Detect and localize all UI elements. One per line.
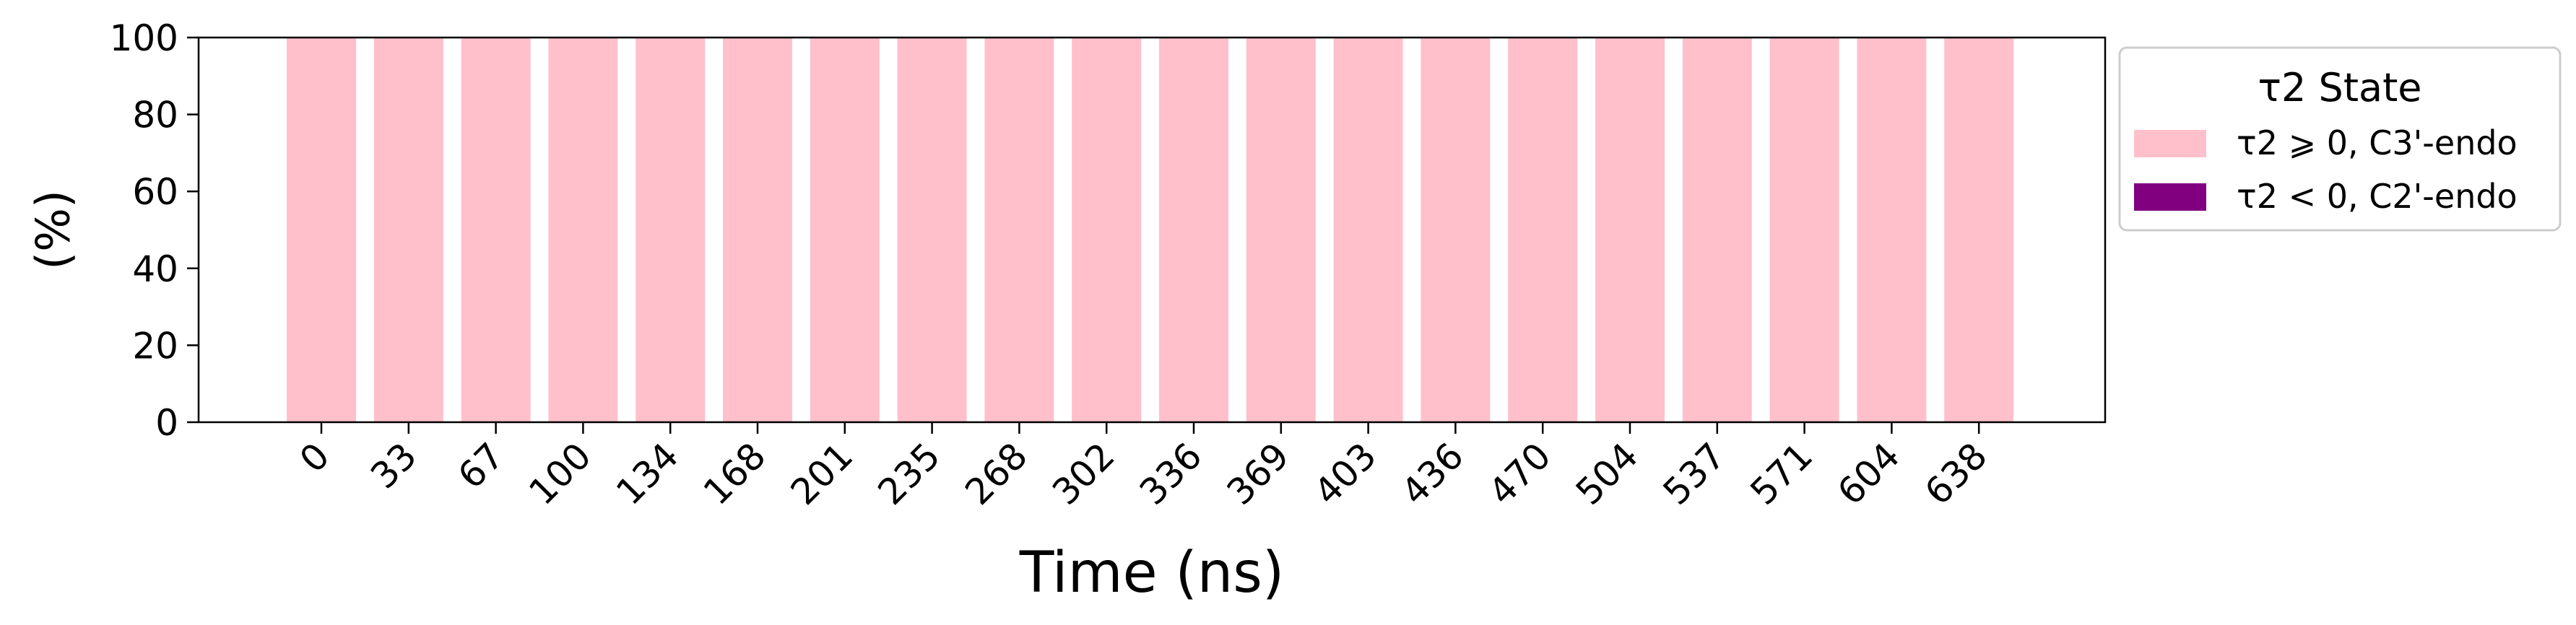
bar-c3-endo-369 xyxy=(1246,38,1316,422)
legend-swatch-c3-endo xyxy=(2134,130,2206,157)
y-tick-label: 100 xyxy=(110,17,178,59)
legend-title: τ2 State xyxy=(2258,65,2422,110)
bar-c3-endo-436 xyxy=(1421,38,1491,422)
y-tick-label: 20 xyxy=(132,325,178,367)
legend-frame xyxy=(2118,46,2562,232)
legend-entry-c3-endo: τ2 ⩾ 0, C3'-endo xyxy=(2237,123,2518,162)
y-axis: 0 20 40 60 80 100 xyxy=(110,17,199,444)
bar-c3-endo-33 xyxy=(373,38,443,422)
bar-c3-endo-168 xyxy=(723,38,792,422)
plot-frame xyxy=(197,36,2107,424)
bar-c3-endo-638 xyxy=(1944,38,2014,422)
bar-c3-endo-0 xyxy=(287,38,356,422)
y-tick-label: 80 xyxy=(132,95,178,136)
bar-c3-endo-470 xyxy=(1508,38,1578,422)
y-tick-label: 0 xyxy=(155,402,178,444)
legend: τ2 State τ2 ⩾ 0, C3'-endo τ2 < 0, C2'-en… xyxy=(2118,46,2562,232)
y-tick-label: 40 xyxy=(132,248,178,290)
bar-c3-endo-604 xyxy=(1857,38,1927,422)
bar-c3-endo-504 xyxy=(1595,38,1665,422)
x-axis-label: Time (ns) xyxy=(1019,541,1285,606)
bar-c3-endo-302 xyxy=(1072,38,1142,422)
bar-layer xyxy=(287,38,2014,422)
y-axis-label: (%) xyxy=(27,190,81,270)
bar-c3-endo-403 xyxy=(1333,38,1403,422)
legend-entry-c2-endo: τ2 < 0, C2'-endo xyxy=(2237,177,2518,216)
bar-c3-endo-537 xyxy=(1682,38,1752,422)
bar-c3-endo-134 xyxy=(636,38,706,422)
bar-c3-endo-571 xyxy=(1769,38,1839,422)
bar-c3-endo-201 xyxy=(810,38,880,422)
legend-swatch-c2-endo xyxy=(2134,183,2206,211)
bar-c3-endo-100 xyxy=(548,38,618,422)
bar-c3-endo-336 xyxy=(1159,38,1228,422)
bar-c3-endo-268 xyxy=(984,38,1054,422)
bar-c3-endo-235 xyxy=(897,38,967,422)
y-tick-label: 60 xyxy=(132,171,178,213)
bar-c3-endo-67 xyxy=(461,38,531,422)
